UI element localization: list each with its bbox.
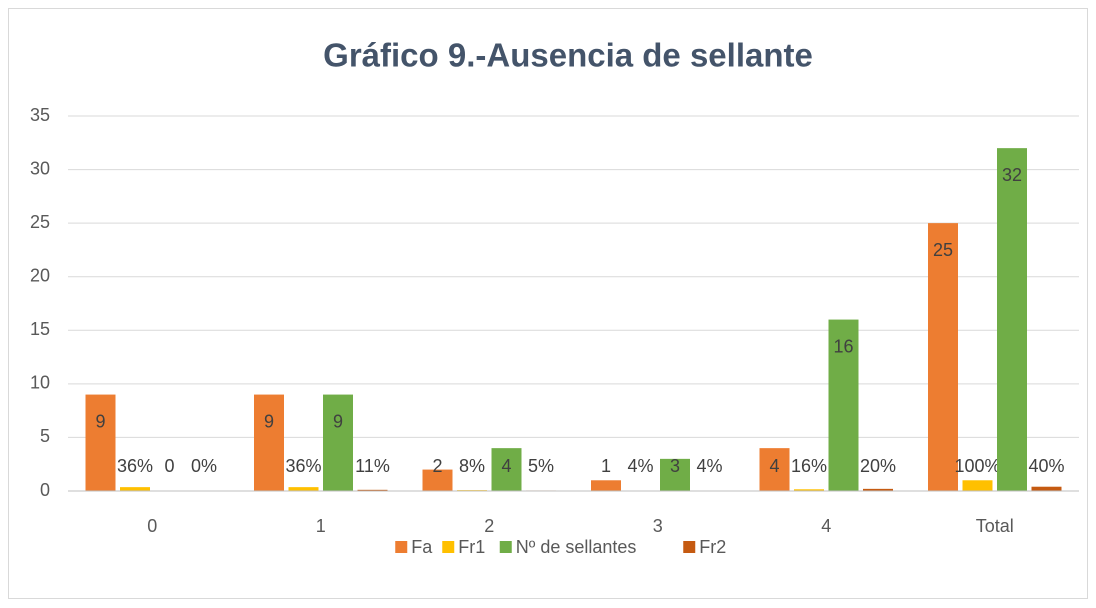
y-tick-label: 10 bbox=[30, 373, 50, 393]
data-label: 0% bbox=[191, 456, 217, 476]
data-label: 4 bbox=[769, 456, 779, 476]
data-label: 2 bbox=[432, 456, 442, 476]
legend-label: Fr2 bbox=[699, 537, 726, 557]
legend-label: Nº de sellantes bbox=[516, 537, 637, 557]
bar bbox=[962, 480, 993, 491]
data-label: 100% bbox=[954, 456, 1000, 476]
data-label: 4% bbox=[696, 456, 722, 476]
data-label: 1 bbox=[601, 456, 611, 476]
legend-swatch bbox=[442, 541, 455, 553]
bar bbox=[928, 223, 958, 491]
x-tick-label: 4 bbox=[821, 516, 831, 536]
x-tick-label: 0 bbox=[147, 516, 157, 536]
bar bbox=[591, 480, 621, 491]
bar bbox=[759, 448, 790, 491]
chart-border bbox=[8, 8, 1088, 599]
legend-swatch bbox=[499, 541, 512, 553]
y-tick-label: 25 bbox=[30, 212, 50, 232]
bar bbox=[357, 489, 388, 491]
chart-title: Gráfico 9.-Ausencia de sellante bbox=[323, 37, 813, 74]
x-tick-label: 2 bbox=[484, 516, 494, 536]
bar bbox=[491, 448, 522, 491]
data-label: 8% bbox=[459, 456, 485, 476]
data-label: 16 bbox=[833, 336, 853, 356]
data-label: 25 bbox=[933, 240, 953, 260]
data-label: 9 bbox=[95, 411, 105, 431]
legend-label: Fr1 bbox=[458, 537, 485, 557]
x-tick-label: 3 bbox=[653, 516, 663, 536]
bar bbox=[660, 458, 690, 491]
bar bbox=[288, 487, 319, 491]
bar bbox=[1031, 486, 1062, 491]
bar bbox=[997, 148, 1027, 491]
data-label: 36% bbox=[117, 456, 153, 476]
x-tick-label: Total bbox=[976, 516, 1014, 536]
bar bbox=[85, 394, 116, 491]
y-tick-label: 0 bbox=[40, 480, 50, 500]
data-label: 4 bbox=[501, 456, 511, 476]
bar bbox=[863, 488, 893, 491]
bar bbox=[254, 394, 284, 491]
data-label: 32 bbox=[1002, 165, 1022, 185]
y-tick-label: 15 bbox=[30, 319, 50, 339]
data-label: 20% bbox=[860, 456, 896, 476]
bar bbox=[120, 487, 150, 491]
data-label: 36% bbox=[285, 456, 321, 476]
data-label: 5% bbox=[528, 456, 554, 476]
y-tick-label: 30 bbox=[30, 158, 50, 178]
data-label: 4% bbox=[627, 456, 653, 476]
bar bbox=[323, 394, 353, 491]
x-tick-label: 1 bbox=[316, 516, 326, 536]
bar bbox=[422, 469, 453, 491]
data-label: 9 bbox=[264, 411, 274, 431]
bar bbox=[794, 489, 824, 491]
legend-label: Fa bbox=[411, 537, 433, 557]
legend-swatch bbox=[683, 541, 696, 553]
y-tick-label: 5 bbox=[40, 426, 50, 446]
data-label: 16% bbox=[791, 456, 827, 476]
y-tick-label: 35 bbox=[30, 105, 50, 125]
y-tick-label: 20 bbox=[30, 265, 50, 285]
data-label: 9 bbox=[333, 411, 343, 431]
bar bbox=[828, 319, 859, 491]
data-label: 3 bbox=[670, 456, 680, 476]
data-label: 11% bbox=[355, 456, 390, 476]
data-label: 40% bbox=[1028, 456, 1064, 476]
data-label: 0 bbox=[164, 456, 174, 476]
legend-swatch bbox=[395, 541, 408, 553]
